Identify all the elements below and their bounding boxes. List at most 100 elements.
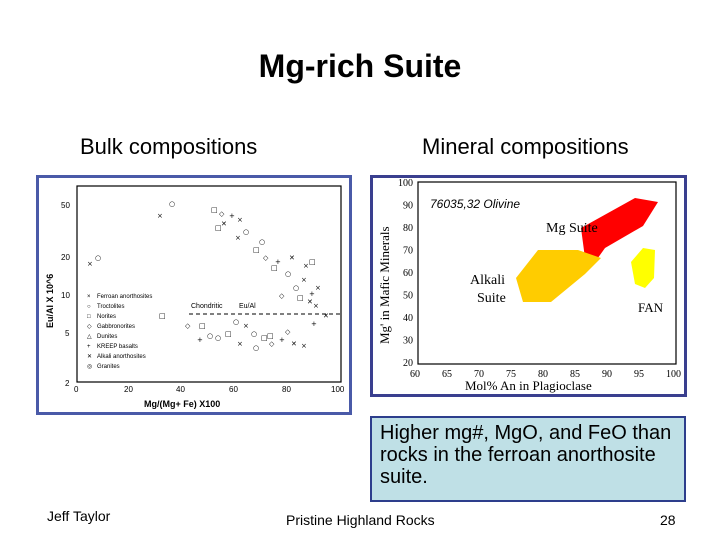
mg-suite-label: Mg Suite <box>546 221 598 236</box>
sample-point: ○ <box>259 238 265 246</box>
legend-symbol: □ <box>87 314 91 320</box>
mineral-y-tick: 30 <box>403 336 413 347</box>
mineral-axis-ticks: 60 65 70 75 80 85 90 95 100 100 90 80 70 60 50 40 30 20 <box>398 178 681 380</box>
plot-frame <box>76 185 342 383</box>
mineral-compositions-heading: Mineral compositions <box>422 134 629 159</box>
sample-point: + <box>275 258 281 266</box>
sample-point: □ <box>261 334 268 342</box>
sample-point: ○ <box>285 270 291 278</box>
mineral-composition-figure: 60 65 70 75 80 85 90 95 100 100 90 80 70 60 50 40 30 20 7… <box>370 175 687 397</box>
mineral-x-tick: 70 <box>474 369 484 380</box>
legend-symbol: ✕ <box>87 354 92 360</box>
sample-point: □ <box>267 332 274 340</box>
legend-entry: Ferroan anorthosites <box>97 294 152 300</box>
sample-point: ◇ <box>219 210 225 218</box>
x-tick-100: 100 <box>331 385 345 394</box>
sample-point: □ <box>211 206 218 214</box>
sample-point: ○ <box>243 228 249 236</box>
sample-point: ✕ <box>289 254 295 262</box>
bulk-composition-figure: Chondritic Eu/Al 0 20 40 60 80 100 50 20… <box>36 175 352 415</box>
caption-box: Higher mg#, MgO, and FeO than rocks in t… <box>370 416 686 502</box>
sample-point: + <box>229 212 235 220</box>
bulk-compositions-heading: Bulk compositions <box>80 134 258 159</box>
sample-point: × <box>237 340 243 348</box>
slide-title: Mg-rich Suite <box>258 48 462 84</box>
x-tick-0: 0 <box>74 385 79 394</box>
bulk-y-axis-label: Eu/Al X 10^6 <box>45 274 55 328</box>
mineral-x-tick: 95 <box>634 369 644 380</box>
legend-entry: Alkali anorthosites <box>97 354 146 360</box>
sample-point: ◇ <box>263 254 269 262</box>
y-tick-10: 10 <box>61 291 70 300</box>
y-tick-2: 2 <box>65 379 70 388</box>
sample-point: □ <box>253 246 260 254</box>
sample-point: □ <box>159 312 166 320</box>
x-tick-40: 40 <box>176 385 185 394</box>
sample-point: ✕ <box>221 220 227 228</box>
footer-author: Jeff Taylor <box>47 508 111 524</box>
legend-symbol: ◎ <box>87 364 92 370</box>
mineral-x-axis-label: Mol% An in Plagioclase <box>465 378 592 393</box>
mineral-x-tick: 90 <box>602 369 612 380</box>
sample-point: × <box>301 342 307 350</box>
sample-point: ○ <box>169 200 175 208</box>
fan-field <box>631 248 655 288</box>
x-tick-80: 80 <box>282 385 291 394</box>
mineral-x-tick: 65 <box>442 369 452 380</box>
mineral-y-tick: 20 <box>403 358 413 369</box>
mineral-x-tick: 75 <box>506 369 516 380</box>
sample-point: + <box>279 336 285 344</box>
mineral-x-tick: 100 <box>666 369 681 380</box>
sample-point: ○ <box>207 332 213 340</box>
alkali-suite-field <box>516 250 601 302</box>
page-number: 28 <box>660 512 676 528</box>
eu-al-label: Eu/Al <box>239 303 256 310</box>
sample-point: + <box>197 336 203 344</box>
mg-suite-field <box>581 198 658 262</box>
mineral-y-tick: 100 <box>398 178 413 189</box>
sample-point: × <box>87 260 93 268</box>
sample-point: □ <box>271 264 278 272</box>
sample-point: × <box>313 302 319 310</box>
legend-symbol: ◇ <box>87 324 92 330</box>
x-tick-20: 20 <box>124 385 133 394</box>
footer-title: Pristine Highland Rocks <box>286 512 435 528</box>
mineral-y-tick: 40 <box>403 313 413 324</box>
y-tick-20: 20 <box>61 253 70 262</box>
sample-point: ✕ <box>323 312 329 320</box>
sample-point: ○ <box>253 344 259 352</box>
sample-point: × <box>303 262 309 270</box>
bulk-composition-plot: Chondritic Eu/Al 0 20 40 60 80 100 50 20… <box>45 185 345 409</box>
olivine-annotation: 76035,32 Olivine <box>430 197 520 211</box>
sample-point: ○ <box>95 254 101 262</box>
sample-point: □ <box>215 224 222 232</box>
legend-entry: Granites <box>97 364 120 370</box>
mineral-x-tick: 80 <box>538 369 548 380</box>
mineral-plot-frame <box>417 181 677 365</box>
legend-symbol: × <box>87 294 91 300</box>
legend-entry: Norites <box>97 314 116 320</box>
mineral-y-tick: 80 <box>403 223 413 234</box>
bulk-legend: × Ferroan anorthosites ○ Troctolites □ Norite… <box>87 294 152 370</box>
sample-point: ○ <box>251 330 257 338</box>
legend-entry: Troctolites <box>97 304 124 310</box>
sample-point: ◇ <box>269 340 275 348</box>
mineral-y-tick: 70 <box>403 246 413 257</box>
sample-point: × <box>243 322 249 330</box>
sample-point: ○ <box>293 284 299 292</box>
sample-point: × <box>315 284 321 292</box>
sample-point: ◇ <box>279 292 285 300</box>
chondritic-label: Chondritic <box>191 303 223 310</box>
bulk-x-axis-label: Mg/(Mg+ Fe) X100 <box>144 399 220 409</box>
alkali-label-line1: Alkali <box>470 273 505 288</box>
sample-point: ◇ <box>185 322 191 330</box>
legend-symbol: △ <box>87 334 92 340</box>
sample-point: × <box>157 212 163 220</box>
sample-point: ✕ <box>291 340 297 348</box>
sample-point: ○ <box>215 334 221 342</box>
sample-point: ◇ <box>285 328 291 336</box>
bulk-sample-points: ×○□ ◇ +✕ ×□ ○× ○□◇ + ✕× □○×○□◇ +✕×□○ ×○ □◇ + ✕ ×□○× ○□ ◇… <box>87 200 329 352</box>
sample-point: □ <box>199 322 206 330</box>
fan-label: FAN <box>638 300 664 315</box>
mineral-composition-plot: 60 65 70 75 80 85 90 95 100 100 90 80 70 60 50 40 30 20 7… <box>377 178 681 393</box>
